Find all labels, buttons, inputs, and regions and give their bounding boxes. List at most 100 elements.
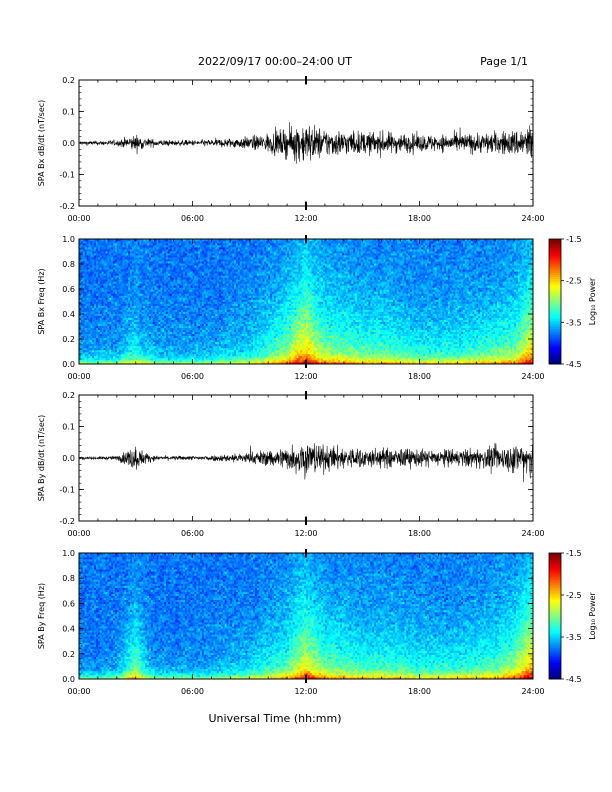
spectrogram-cell — [105, 324, 107, 326]
spectrogram-cell — [126, 295, 128, 297]
spectrogram-cell — [117, 299, 119, 301]
spectrogram-cell — [98, 259, 100, 261]
spectrogram-cell — [90, 304, 92, 306]
spectrogram-cell — [124, 277, 126, 279]
spectrogram-cell — [104, 287, 106, 289]
spectrogram-cell — [111, 354, 113, 356]
spectrogram-cell — [124, 356, 126, 358]
spectrogram-cell — [121, 285, 123, 287]
spectrogram-cell — [102, 356, 104, 358]
spectrogram-cell — [123, 354, 125, 356]
spectrogram-cell — [83, 299, 85, 301]
spectrogram-cell — [107, 269, 109, 271]
spectrogram-cell — [88, 263, 90, 265]
spectrogram-cell — [88, 299, 90, 301]
spectrogram-cell — [96, 265, 98, 267]
spectrogram-cell — [81, 330, 83, 332]
spectrogram-cell — [105, 263, 107, 265]
spectrogram-cell — [126, 328, 128, 330]
spectrogram-cell — [113, 267, 115, 269]
spectrogram-cell — [81, 245, 83, 247]
spectrogram-cell — [109, 312, 111, 314]
spectrogram-cell — [126, 350, 128, 352]
spectrogram-cell — [105, 358, 107, 360]
spectrogram-cell — [121, 275, 123, 277]
spectrogram-cell — [126, 360, 128, 362]
spectrogram-cell — [92, 302, 94, 304]
spectrogram-cell — [90, 273, 92, 275]
spectrogram-cell — [109, 259, 111, 261]
spectrogram-cell — [123, 287, 125, 289]
spectrogram-cell — [109, 302, 111, 304]
spectrogram-cell — [94, 289, 96, 291]
spectrogram-cell — [94, 358, 96, 360]
spectrogram-cell — [105, 328, 107, 330]
spectrogram-cell — [121, 324, 123, 326]
spectrogram-cell — [96, 310, 98, 312]
spectrogram-cell — [117, 263, 119, 265]
spectrogram-cell — [119, 291, 121, 293]
spectrogram-cell — [121, 249, 123, 251]
spectrogram-cell — [119, 275, 121, 277]
spectrogram-cell — [87, 285, 89, 287]
spectrogram-cell — [117, 257, 119, 259]
spectrogram-cell — [115, 358, 117, 360]
spectrogram-cell — [111, 297, 113, 299]
spectrogram-cell — [124, 265, 126, 267]
spectrogram-cell — [96, 344, 98, 346]
spectrogram-cell — [88, 279, 90, 281]
spectrogram-cell — [105, 350, 107, 352]
spectrogram-cell — [119, 344, 121, 346]
spectrogram-cell — [124, 287, 126, 289]
spectrogram-cell — [128, 320, 130, 322]
spectrogram-cell — [83, 253, 85, 255]
spectrogram-cell — [115, 326, 117, 328]
spectrogram-cell — [128, 346, 130, 348]
spectrogram-cell — [115, 342, 117, 344]
spectrogram-cell — [92, 352, 94, 354]
spectrogram-cell — [123, 344, 125, 346]
spectrogram-cell — [98, 255, 100, 257]
spectrogram-cell — [83, 354, 85, 356]
spectrogram-cell — [126, 265, 128, 267]
spectrogram-cell — [100, 253, 102, 255]
spectrogram-cell — [85, 360, 87, 362]
spectrogram-cell — [113, 287, 115, 289]
spectrogram-cell — [90, 352, 92, 354]
spectrogram-cell — [104, 243, 106, 245]
spectrogram-cell — [123, 346, 125, 348]
spectrogram-cell — [85, 314, 87, 316]
spectrogram-cell — [113, 356, 115, 358]
spectrogram-cell — [96, 261, 98, 263]
spectrogram-cell — [121, 273, 123, 275]
spectrogram-cell — [113, 271, 115, 273]
spectrogram-cell — [105, 285, 107, 287]
spectrogram-cell — [83, 316, 85, 318]
spectrogram-cell — [94, 299, 96, 301]
spectrogram-cell — [124, 324, 126, 326]
spectrogram-cell — [119, 249, 121, 251]
x-tick-label: 06:00 — [181, 214, 204, 223]
spectrogram-cell — [98, 346, 100, 348]
spectrogram-cell — [94, 267, 96, 269]
spectrogram-cell — [90, 265, 92, 267]
spectrogram-cell — [109, 348, 111, 350]
spectrogram-cell — [94, 334, 96, 336]
spectrogram-cell — [121, 257, 123, 259]
spectrogram-cell — [121, 247, 123, 249]
spectrogram-cell — [117, 251, 119, 253]
spectrogram-cell — [121, 277, 123, 279]
spectrogram-cell — [126, 287, 128, 289]
spectrogram-cell — [119, 251, 121, 253]
spectrogram-cell — [90, 358, 92, 360]
spectrogram-cell — [109, 275, 111, 277]
spectrogram-cell — [94, 328, 96, 330]
spectrogram-cell — [123, 360, 125, 362]
spectrogram-cell — [107, 271, 109, 273]
spectrogram-cell — [90, 314, 92, 316]
spectrogram-cell — [88, 322, 90, 324]
spectrogram-cell — [107, 346, 109, 348]
figure-title: 2022/09/17 00:00–24:00 UT — [198, 55, 352, 68]
spectrogram-cell — [124, 269, 126, 271]
waveform-trace — [79, 122, 533, 163]
